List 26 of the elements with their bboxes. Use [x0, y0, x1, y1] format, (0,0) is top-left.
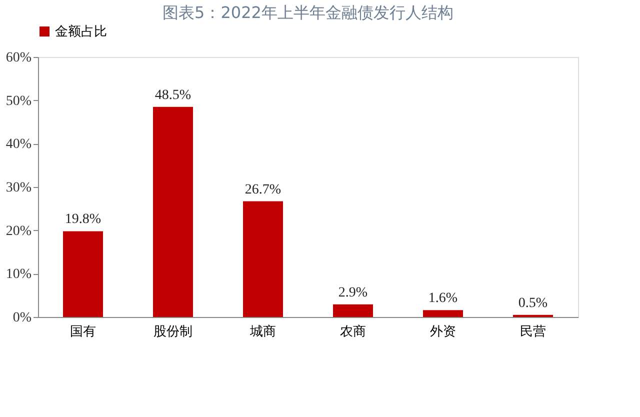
bar [63, 231, 103, 317]
data-label: 2.9% [338, 285, 368, 300]
chart-title: 图表5：2022年上半年金融债发行人结构 [162, 3, 454, 22]
x-tick-label: 民营 [520, 324, 546, 340]
x-tick-label: 农商 [340, 324, 366, 340]
data-label: 0.5% [518, 296, 548, 311]
bar [423, 310, 463, 317]
y-tick-label: 20% [6, 224, 32, 239]
bar [243, 201, 283, 317]
y-tick-label: 60% [6, 50, 32, 66]
y-tick-label: 0% [12, 310, 32, 326]
x-tick-label: 国有 [70, 324, 96, 340]
y-tick-label: 40% [6, 137, 32, 152]
data-label: 1.6% [428, 291, 458, 306]
y-tick-label: 30% [6, 180, 32, 196]
x-tick-label: 股份制 [154, 324, 192, 340]
x-tick-label: 城商 [249, 324, 276, 340]
y-tick-label: 50% [6, 94, 32, 109]
legend-label: 金额占比 [55, 24, 107, 40]
data-label: 48.5% [154, 88, 192, 103]
y-tick-label: 10% [6, 267, 32, 282]
data-label: 19.8% [64, 212, 102, 228]
data-label: 26.7% [244, 182, 282, 198]
bar [153, 106, 193, 317]
x-tick-label: 外资 [430, 324, 456, 340]
bar [333, 304, 373, 317]
